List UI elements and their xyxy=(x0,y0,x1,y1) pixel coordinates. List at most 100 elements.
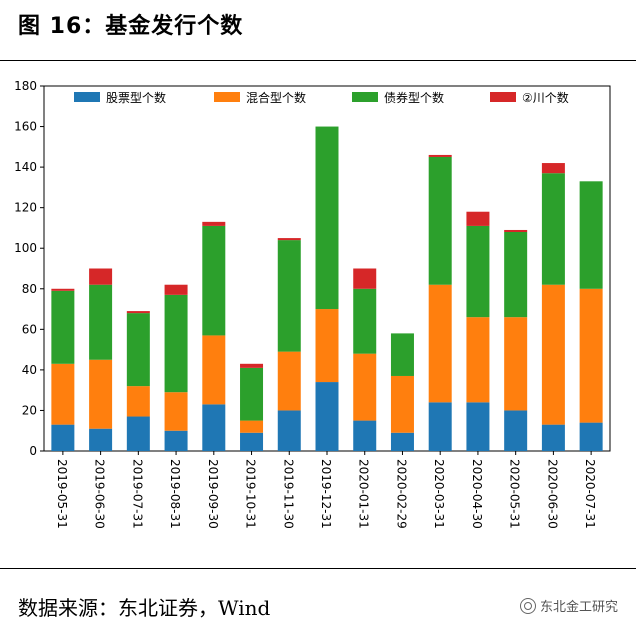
bar-segment xyxy=(428,402,452,451)
x-tick-label: 2020-03-31 xyxy=(432,459,446,529)
watermark-text: 东北金工研究 xyxy=(540,600,619,615)
y-tick-label: 20 xyxy=(22,403,37,417)
bar-segment xyxy=(353,288,377,354)
x-tick-label: 2019-05-31 xyxy=(55,459,69,529)
bar-segment xyxy=(126,313,150,387)
legend: 股票型个数 混合型个数 债券型个数 ②川个数 xyxy=(74,90,569,105)
bar-segment xyxy=(126,386,150,417)
watermark: 东北金工研究 xyxy=(520,596,618,615)
bar-segment xyxy=(89,268,113,285)
bar-segment xyxy=(504,232,528,318)
bar-segment xyxy=(51,288,75,291)
y-tick-label: 40 xyxy=(22,363,37,377)
bar-segment xyxy=(541,163,565,174)
bar-segment xyxy=(202,335,226,405)
bar-segment xyxy=(466,402,490,451)
y-tick-label: 140 xyxy=(14,160,37,174)
y-tick-label: 180 xyxy=(14,79,37,93)
legend-swatch xyxy=(352,92,378,102)
bar-segment xyxy=(390,375,414,433)
y-tick-label: 0 xyxy=(29,444,37,458)
x-tick-label: 2019-09-30 xyxy=(206,459,220,529)
bar-segment xyxy=(504,410,528,451)
legend-label: 混合型个数 xyxy=(246,90,306,105)
bar-segment xyxy=(390,432,414,451)
bar-segment xyxy=(277,351,301,411)
bar-segment xyxy=(541,424,565,451)
x-tick-label: 2019-07-31 xyxy=(130,459,144,529)
bar-segment xyxy=(240,363,264,368)
bar-segment xyxy=(466,211,490,226)
bar-segment xyxy=(353,268,377,289)
y-tick-label: 120 xyxy=(14,201,37,215)
x-tick-label: 2019-11-30 xyxy=(281,459,295,529)
bar-segment xyxy=(428,284,452,403)
bar-segment xyxy=(315,309,339,383)
x-tick-label: 2019-06-30 xyxy=(93,459,107,529)
x-tick-label: 2019-10-31 xyxy=(244,459,258,529)
bar-segment xyxy=(164,294,188,393)
bar-segment xyxy=(428,156,452,285)
bar-segment xyxy=(579,181,603,289)
bar-segment xyxy=(51,290,75,364)
y-tick-label: 160 xyxy=(14,120,37,134)
bar-segment xyxy=(51,424,75,451)
bar-segment xyxy=(240,367,264,421)
bar-segment xyxy=(353,420,377,451)
y-tick-label: 80 xyxy=(22,282,37,296)
bar-segment xyxy=(277,410,301,451)
bar-segment xyxy=(541,284,565,425)
figure-title: 图 16：基金发行个数 xyxy=(18,14,244,39)
bar-segment xyxy=(315,382,339,451)
bar-segment xyxy=(504,229,528,232)
bar-segment xyxy=(541,173,565,285)
legend-swatch xyxy=(74,92,100,102)
bar-segment xyxy=(504,317,528,411)
legend-swatch xyxy=(214,92,240,102)
bar-segment xyxy=(202,221,226,226)
bar-segment xyxy=(390,333,414,376)
y-tick-label: 60 xyxy=(22,322,37,336)
bar-segment xyxy=(315,126,339,310)
bar-segment xyxy=(126,416,150,451)
bar-segment xyxy=(164,430,188,451)
bar-segment xyxy=(89,428,113,451)
wechat-icon xyxy=(520,597,536,614)
x-tick-label: 2020-07-31 xyxy=(583,459,597,529)
bar-segment xyxy=(164,392,188,431)
top-rule xyxy=(0,60,636,61)
x-tick-label: 2019-12-31 xyxy=(319,459,333,529)
source-note: 数据来源：东北证券，Wind xyxy=(18,596,271,620)
legend-swatch xyxy=(490,92,516,102)
y-tick-label: 100 xyxy=(14,241,37,255)
bar-segment xyxy=(89,284,113,360)
x-tick-label: 2020-05-31 xyxy=(508,459,522,529)
legend-label: 股票型个数 xyxy=(106,90,166,105)
bottom-rule xyxy=(0,568,636,569)
stacked-bar-chart: 0 20 40 60 80 100 120 140 160 180 2019-05-31 2019-0… xyxy=(14,79,611,529)
bar-segment xyxy=(202,225,226,336)
x-tick-label: 2019-08-31 xyxy=(168,459,182,529)
x-tick-label: 2020-06-30 xyxy=(545,459,559,529)
plot-area: 0 20 40 60 80 100 120 140 160 180 2019-05-31 2019-0… xyxy=(14,79,611,529)
bar-segment xyxy=(277,238,301,241)
bar-segment xyxy=(579,422,603,451)
bar-segment xyxy=(466,225,490,318)
bar-segment xyxy=(240,420,264,433)
bar-segment xyxy=(353,353,377,421)
x-tick-label: 2020-01-31 xyxy=(357,459,371,529)
x-tick-label: 2020-04-30 xyxy=(470,459,484,529)
bar-segment xyxy=(51,363,75,425)
bar-segment xyxy=(202,404,226,451)
bar-segment xyxy=(466,317,490,403)
bar-segment xyxy=(89,359,113,429)
legend-label: 债券型个数 xyxy=(384,90,444,105)
bar-segment xyxy=(579,288,603,423)
x-tick-label: 2020-02-29 xyxy=(394,459,408,529)
bar-segment xyxy=(164,284,188,295)
legend-label: ②川个数 xyxy=(522,90,569,105)
bar-segment xyxy=(240,432,264,451)
bar-segment xyxy=(126,311,150,314)
bar-segment xyxy=(428,154,452,157)
bar-segment xyxy=(277,240,301,352)
